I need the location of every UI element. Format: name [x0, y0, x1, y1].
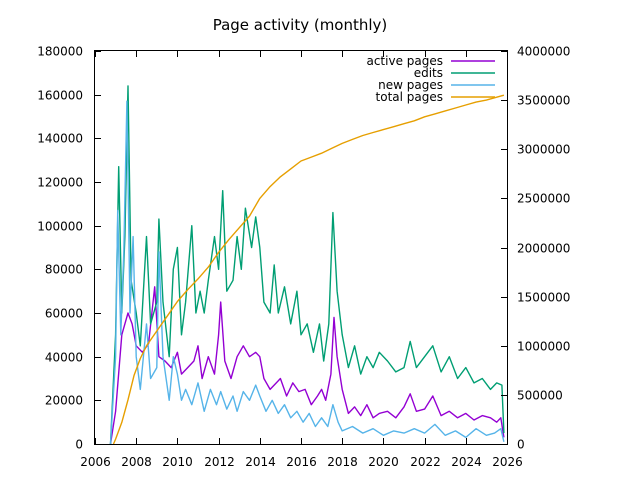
plot-frame [94, 50, 508, 445]
y-tick-label: 160000 [37, 89, 83, 103]
y-tick-label: 40000 [45, 351, 83, 365]
y-tick-label: 80000 [45, 263, 83, 277]
y-tick-label: 140000 [37, 132, 83, 146]
x-tick-label: 2020 [368, 455, 399, 469]
y2-tick-label: 0 [517, 438, 525, 452]
x-tick-label: 2022 [410, 455, 441, 469]
x-tick-label: 2010 [162, 455, 193, 469]
legend-label-total-pages: total pages [376, 90, 443, 104]
y-tick-label: 0 [75, 438, 83, 452]
x-tick-label: 2016 [286, 455, 317, 469]
y-tick-label: 100000 [37, 220, 83, 234]
y2-tick-label: 2500000 [517, 192, 570, 206]
y2-tick-label: 4000000 [517, 45, 570, 59]
y2-tick-label: 3500000 [517, 94, 570, 108]
legend-label-new-pages: new pages [378, 78, 443, 92]
series-line-edits [109, 85, 505, 445]
y2-tick-label: 500000 [517, 389, 563, 403]
y-tick-label: 20000 [45, 394, 83, 408]
y2-tick-label: 1500000 [517, 291, 570, 305]
x-tick-label: 2008 [121, 455, 152, 469]
x-tick-label: 2006 [80, 455, 111, 469]
y2-tick-label: 3000000 [517, 143, 570, 157]
legend-label-active-pages: active pages [366, 54, 443, 68]
chart-title: Page activity (monthly) [213, 16, 388, 34]
series-line-new-pages [109, 100, 505, 445]
legend-label-edits: edits [414, 66, 443, 80]
y2-tick-label: 2000000 [517, 242, 570, 256]
y-tick-label: 60000 [45, 307, 83, 321]
y2-tick-label: 1000000 [517, 340, 570, 354]
x-tick-label: 2018 [327, 455, 358, 469]
y-tick-label: 180000 [37, 45, 83, 59]
x-tick-label: 2026 [492, 455, 523, 469]
series-line-total-pages [112, 94, 505, 445]
x-tick-label: 2024 [451, 455, 482, 469]
x-tick-label: 2012 [204, 455, 235, 469]
y-tick-label: 120000 [37, 176, 83, 190]
x-tick-label: 2014 [245, 455, 276, 469]
